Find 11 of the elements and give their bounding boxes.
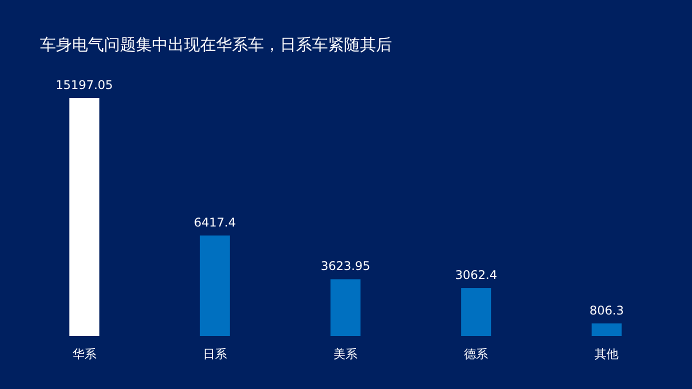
title: 车身电气问题集中出现在华系车，日系车紧随其后	[40, 35, 392, 54]
x-tick-label: 日系	[202, 347, 227, 361]
data-label: 3623.95	[320, 259, 370, 274]
x-tick-label: 华系	[72, 347, 96, 361]
x-tick-label: 德系	[464, 347, 488, 361]
data-label: 15197.05	[56, 78, 113, 92]
data-label: 6417.4	[194, 216, 236, 230]
x-tick-label: 其他	[594, 347, 619, 361]
data-label: 3062.4	[455, 268, 498, 282]
x-tick-label: 美系	[334, 347, 358, 361]
data-label: 806.3	[590, 303, 624, 318]
